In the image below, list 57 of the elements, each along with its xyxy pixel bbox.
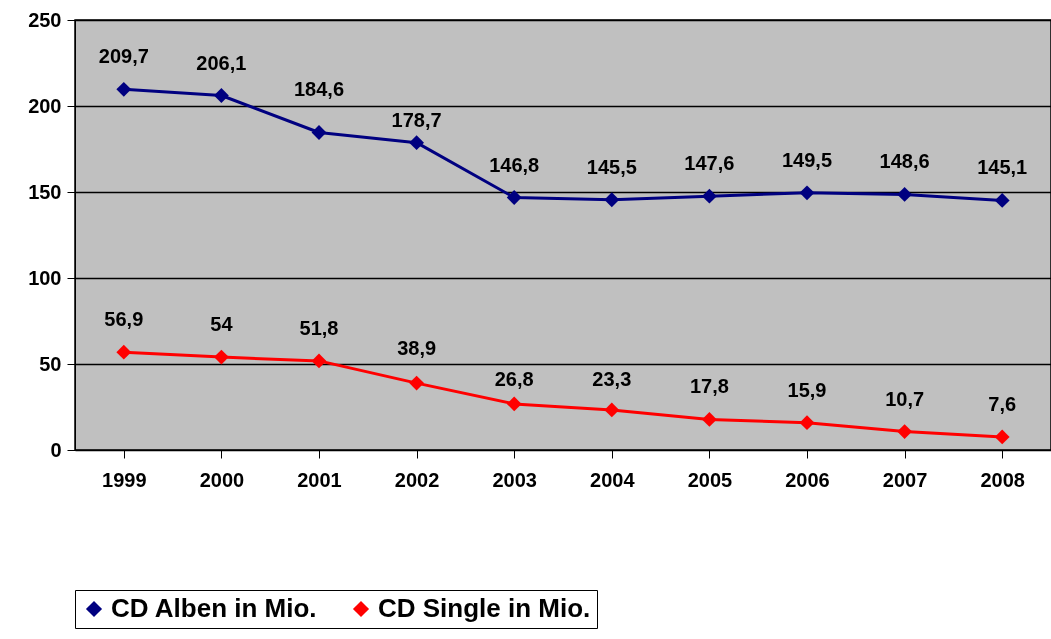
x-tick-label: 2004 <box>590 468 636 491</box>
data-label: 10,7 <box>885 387 925 410</box>
point <box>994 429 1010 445</box>
point <box>506 190 522 205</box>
point <box>409 375 425 391</box>
data-label: 7,6 <box>988 392 1017 415</box>
y-tick-label: 0 <box>50 438 62 461</box>
point <box>897 186 913 202</box>
point <box>116 344 132 360</box>
data-label: 209,7 <box>98 45 149 68</box>
x-tick-label: 2000 <box>199 468 245 491</box>
point <box>701 411 717 427</box>
data-label: 17,8 <box>689 375 729 398</box>
data-label: 56,9 <box>104 308 144 331</box>
data-label: 38,9 <box>397 337 437 360</box>
point <box>311 353 327 369</box>
data-label: 145,1 <box>977 156 1028 179</box>
legend-label: CD Single in Mio. <box>378 593 591 623</box>
data-label: 206,1 <box>196 51 247 74</box>
point <box>701 188 717 204</box>
x-tick-label: 2002 <box>394 468 440 491</box>
data-label: 54 <box>210 313 234 336</box>
data-label: 146,8 <box>489 153 540 176</box>
data-label: 15,9 <box>787 378 827 401</box>
data-label: 23,3 <box>592 367 632 390</box>
data-label: 145,5 <box>586 155 637 178</box>
data-label: 149,5 <box>781 148 833 171</box>
point <box>213 88 229 103</box>
point <box>604 192 620 208</box>
x-tick-label: 2008 <box>980 468 1025 491</box>
x-tick-label: 1999 <box>102 468 147 491</box>
x-tick-label: 2007 <box>882 468 928 491</box>
legend-label: CD Alben in Mio. <box>111 593 317 623</box>
y-tick-label: 250 <box>28 8 62 31</box>
x-tick-label: 2001 <box>297 468 342 491</box>
x-tick-label: 2006 <box>785 468 830 491</box>
data-label: 26,8 <box>494 367 534 390</box>
y-tick-label: 150 <box>28 180 62 203</box>
data-label: 147,6 <box>684 152 735 175</box>
point <box>409 135 425 151</box>
point <box>799 415 815 431</box>
data-label: 184,6 <box>293 78 345 101</box>
y-tick-label: 50 <box>39 352 62 375</box>
point <box>897 424 913 440</box>
data-label: 178,7 <box>391 108 442 131</box>
x-tick-label: 2003 <box>492 468 537 491</box>
point <box>116 81 132 97</box>
point <box>994 193 1010 208</box>
y-tick-label: 100 <box>28 266 62 289</box>
x-tick-label: 2005 <box>687 468 733 491</box>
data-label: 148,6 <box>879 150 930 173</box>
point <box>506 396 522 412</box>
point <box>799 185 815 201</box>
data-label: 51,8 <box>299 316 339 339</box>
y-tick-label: 200 <box>28 94 62 117</box>
point <box>213 349 229 365</box>
point <box>604 402 620 418</box>
